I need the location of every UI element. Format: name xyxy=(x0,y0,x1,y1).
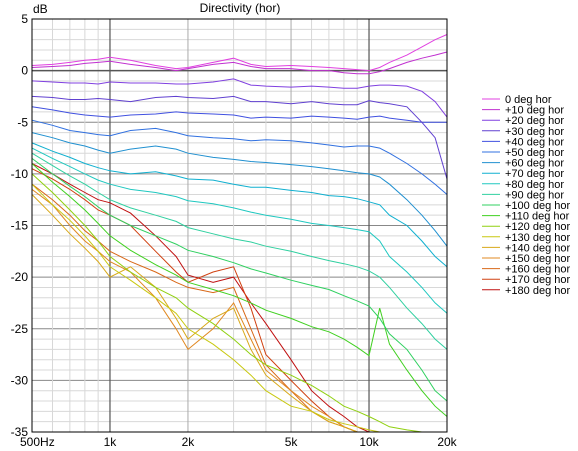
y-tick-label: -15 xyxy=(11,219,29,233)
series-line xyxy=(31,132,448,247)
legend-label: +10 deg hor xyxy=(505,105,564,117)
legend-label: +30 deg hor xyxy=(505,126,564,138)
series-line xyxy=(31,106,447,123)
legend-label: +140 deg hor xyxy=(505,242,570,254)
legend-label: +60 deg hor xyxy=(505,158,564,170)
legend-label: +90 deg hor xyxy=(505,189,564,201)
series-line xyxy=(31,142,448,268)
legend-label: +130 deg hor xyxy=(505,232,570,244)
x-tick-label: 5k xyxy=(285,435,299,449)
y-tick-label: 0 xyxy=(21,64,28,78)
legend-label: +100 deg hor xyxy=(505,200,570,212)
x-tick-label: 500Hz xyxy=(20,435,55,449)
x-tick-label: 2k xyxy=(182,435,196,449)
series-line xyxy=(31,163,448,417)
y-tick-label: -5 xyxy=(17,115,28,129)
x-tick-labels: 500Hz 1k 2k 5k 10k 20k xyxy=(20,435,458,449)
series-line xyxy=(31,119,448,195)
series-line xyxy=(31,147,448,314)
legend-label: 0 deg hor xyxy=(505,94,552,106)
legend-label: +110 deg hor xyxy=(505,211,570,223)
legend-label: +70 deg hor xyxy=(505,168,564,180)
legend-label: +40 deg hor xyxy=(505,136,564,148)
legend-label: +120 deg hor xyxy=(505,221,570,233)
series-line xyxy=(31,95,448,180)
plot-frame xyxy=(31,18,448,433)
x-tick-label: 20k xyxy=(437,435,457,449)
legend-label: +20 deg hor xyxy=(505,115,564,127)
legend-label: +80 deg hor xyxy=(505,179,564,191)
y-tick-label: -35 xyxy=(11,425,29,439)
series-line xyxy=(31,158,448,402)
y-axis-label: dB xyxy=(33,2,48,16)
series-line xyxy=(31,51,448,75)
legend-label: +50 deg hor xyxy=(505,147,564,159)
legend-label: +150 deg hor xyxy=(505,253,570,265)
y-tick-label: -10 xyxy=(11,167,29,181)
y-tick-label: -30 xyxy=(11,373,29,387)
chart-title: Directivity (hor) xyxy=(200,1,281,15)
y-tick-label: 5 xyxy=(21,12,28,26)
legend: 0 deg hor+10 deg hor+20 deg hor+30 deg h… xyxy=(482,94,570,297)
y-tick-labels: 5 0 -5 -10 -15 -20 -25 -30 -35 xyxy=(11,12,29,439)
y-tick-label: -20 xyxy=(11,270,29,284)
series-line xyxy=(31,173,447,433)
legend-label: +180 deg hor xyxy=(505,285,570,297)
x-tick-label: 10k xyxy=(359,435,379,449)
series-line xyxy=(31,78,448,118)
x-tick-label: 1k xyxy=(104,435,118,449)
y-tick-label: -25 xyxy=(11,322,29,336)
series-line xyxy=(31,152,448,350)
legend-label: +160 deg hor xyxy=(505,264,570,276)
legend-label: +170 deg hor xyxy=(505,274,570,286)
series-line xyxy=(31,34,448,72)
grid xyxy=(32,18,447,433)
